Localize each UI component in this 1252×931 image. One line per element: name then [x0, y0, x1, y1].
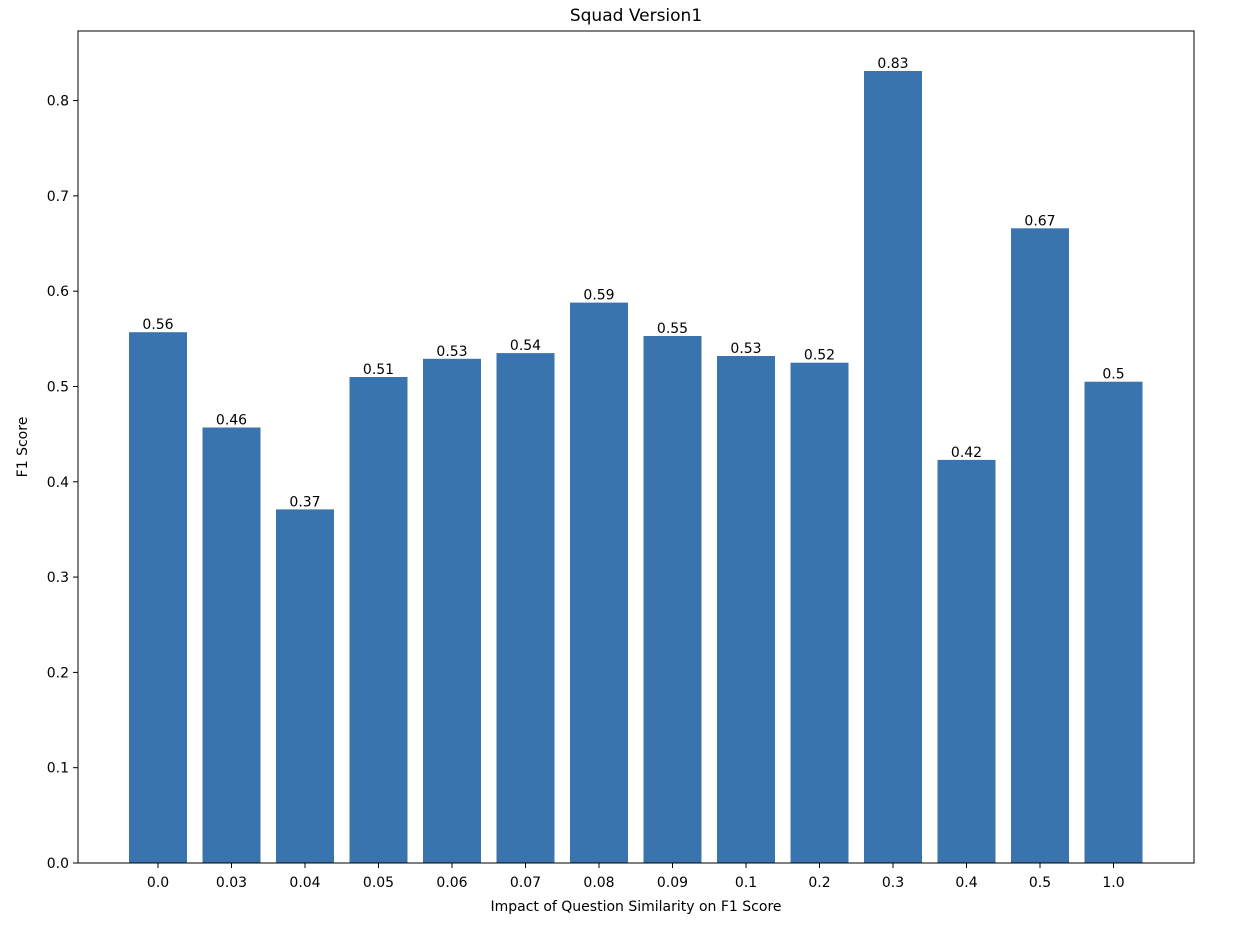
- data-label-0.04: 0.37: [289, 494, 320, 510]
- data-label-1.0: 0.5: [1102, 367, 1124, 383]
- data-label-0.5: 0.67: [1024, 213, 1055, 229]
- data-label-0.3: 0.83: [877, 56, 908, 72]
- y-axis-label: F1 Score: [15, 417, 31, 478]
- data-label-0.1: 0.53: [730, 341, 761, 357]
- x-tick-label-0.06: 0.06: [436, 875, 467, 891]
- bar-1.0: [1084, 381, 1143, 863]
- data-label-0.06: 0.53: [436, 344, 467, 360]
- bar-0.3: [864, 71, 922, 863]
- y-tick-label-0.8: 0.8: [47, 94, 69, 110]
- y-tick-label-0.4: 0.4: [47, 475, 69, 491]
- x-axis: 0.0 0.03 0.04 0.05 0.06 0.07 0.08 0.09 0.1 0.2 0.3…: [147, 863, 1125, 891]
- x-tick-label-0.2: 0.2: [808, 875, 830, 891]
- y-tick-label-0.5: 0.5: [47, 379, 69, 395]
- bar-0.09: [643, 336, 702, 863]
- bar-0.08: [570, 302, 628, 864]
- x-tick-label-0.0: 0.0: [147, 875, 169, 891]
- y-tick-label-0.0: 0.0: [47, 856, 69, 872]
- y-tick-label-0.3: 0.3: [47, 570, 69, 586]
- data-label-0.07: 0.54: [510, 338, 541, 354]
- data-labels-layer: 0.56 0.46 0.37 0.51 0.53 0.54 0.59 0.55 0.53 0.52…: [142, 56, 1124, 510]
- x-tick-label-0.05: 0.05: [363, 875, 394, 891]
- chart-title: Squad Version1: [570, 6, 702, 26]
- y-axis: 0.0 0.1 0.2 0.3 0.4 0.5 0.6 0.7 0.8: [47, 94, 78, 872]
- bar-0.0: [129, 332, 187, 863]
- plot-frame: [77, 30, 1195, 864]
- x-tick-label-0.3: 0.3: [882, 875, 904, 891]
- x-tick-label-0.04: 0.04: [289, 875, 320, 891]
- bar-0.5: [1011, 228, 1069, 864]
- x-tick-label-0.03: 0.03: [216, 875, 247, 891]
- x-axis-label: Impact of Question Similarity on F1 Scor…: [490, 899, 781, 915]
- data-label-0.0: 0.56: [142, 317, 173, 333]
- bar-0.06: [423, 358, 481, 863]
- data-label-0.08: 0.59: [583, 288, 614, 304]
- x-tick-label-1.0: 1.0: [1102, 875, 1124, 891]
- x-tick-label-0.4: 0.4: [955, 875, 977, 891]
- bar-0.4: [937, 459, 996, 863]
- bar-0.03: [202, 427, 261, 863]
- data-label-0.05: 0.51: [363, 362, 394, 378]
- y-tick-label-0.7: 0.7: [47, 189, 69, 205]
- x-tick-label-0.08: 0.08: [583, 875, 614, 891]
- x-tick-label-0.1: 0.1: [735, 875, 757, 891]
- data-label-0.4: 0.42: [951, 445, 982, 461]
- y-tick-label-0.1: 0.1: [47, 761, 69, 777]
- data-label-0.03: 0.46: [216, 413, 247, 429]
- bar-0.05: [349, 377, 408, 863]
- x-tick-label-0.09: 0.09: [657, 875, 688, 891]
- bars-layer: [129, 71, 1143, 864]
- bar-0.1: [717, 356, 775, 863]
- y-tick-label-0.2: 0.2: [47, 665, 69, 681]
- x-tick-label-0.5: 0.5: [1029, 875, 1051, 891]
- bar-0.04: [276, 509, 334, 863]
- y-tick-label-0.6: 0.6: [47, 284, 69, 300]
- x-tick-label-0.07: 0.07: [510, 875, 541, 891]
- data-label-0.2: 0.52: [804, 348, 835, 364]
- data-label-0.09: 0.55: [657, 321, 688, 337]
- bar-0.07: [496, 353, 555, 863]
- bar-0.2: [790, 362, 849, 863]
